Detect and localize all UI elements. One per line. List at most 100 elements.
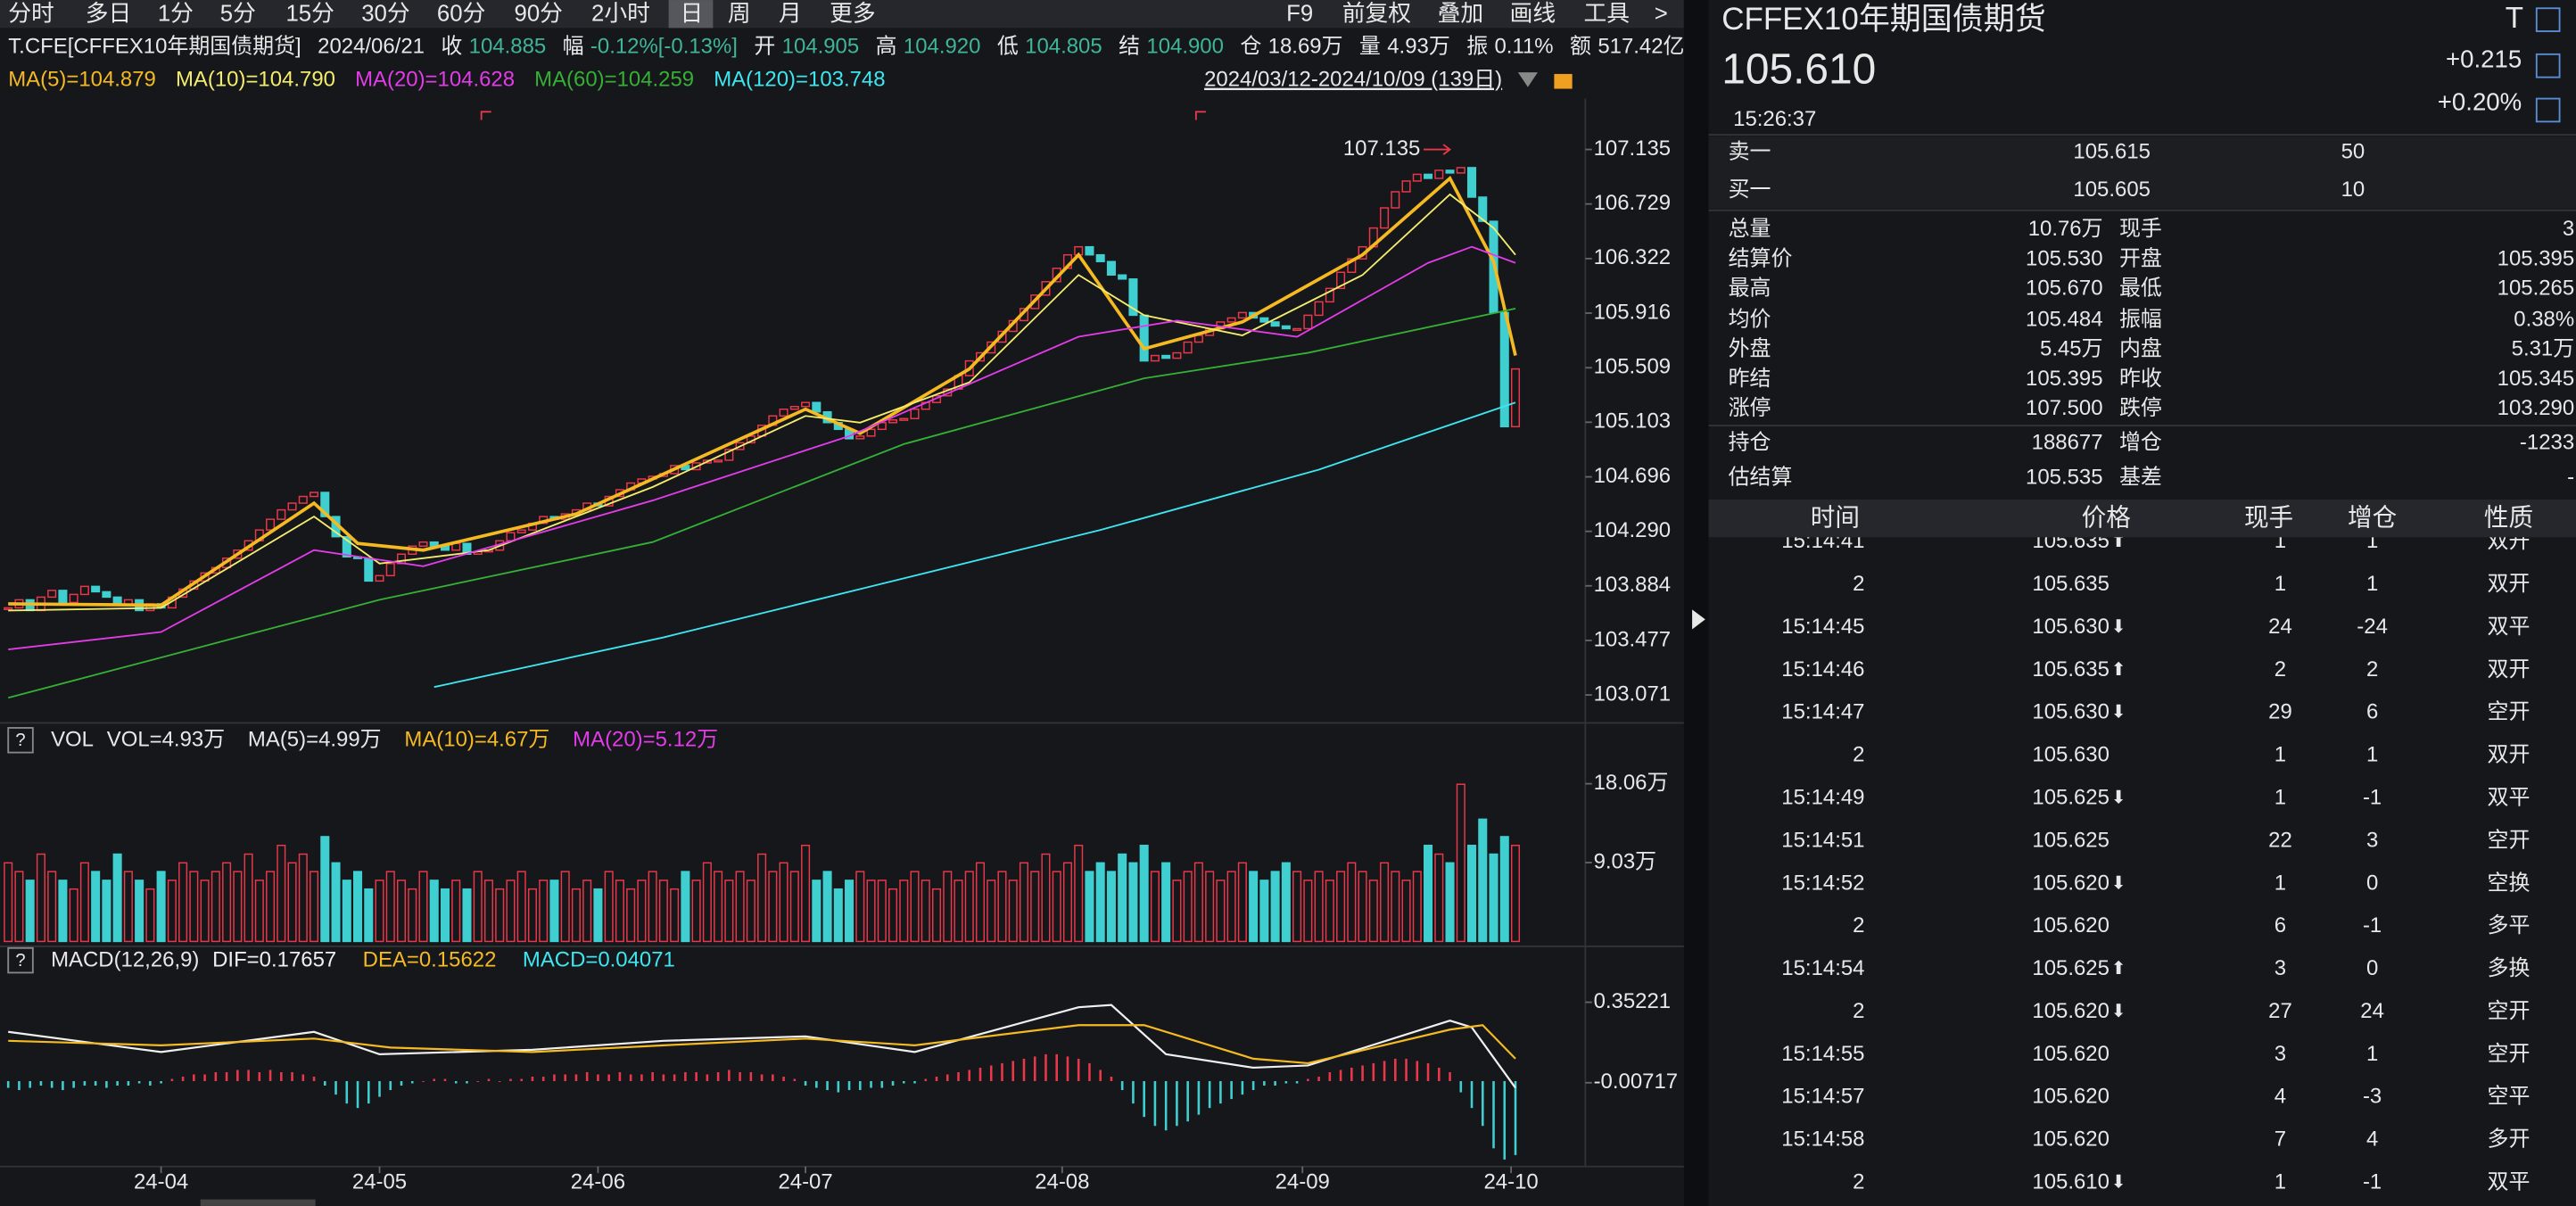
tool-icon[interactable] — [2535, 7, 2561, 32]
macd-bar — [1110, 1076, 1113, 1082]
toolbar-button[interactable]: 周 — [728, 1, 751, 26]
macd-bar — [1011, 1061, 1015, 1082]
volume-bar — [1118, 853, 1127, 943]
trade-time: 15:14:46 — [1781, 657, 1864, 681]
collapse-arrow[interactable] — [1692, 609, 1705, 630]
candle-body — [1270, 321, 1280, 327]
macd-bar — [214, 1071, 218, 1082]
toolbar-button[interactable]: 日 — [681, 1, 704, 26]
volume-bar — [1314, 871, 1324, 943]
toolbar-button[interactable]: 工具 — [1584, 1, 1631, 26]
trade-time: 15:14:51 — [1781, 828, 1864, 852]
macd-bar — [706, 1074, 709, 1082]
candle-body — [69, 593, 78, 604]
help-icon[interactable] — [7, 727, 34, 754]
volume-bar — [123, 871, 133, 943]
x-tick-label: 24-09 — [1276, 1169, 1330, 1194]
macd-bar — [978, 1067, 982, 1082]
volume-bar — [931, 888, 942, 943]
volume-bar — [964, 871, 974, 943]
volume-bar — [79, 862, 89, 943]
volume-bar — [1226, 871, 1236, 943]
candle-body — [1510, 368, 1521, 428]
stat-value: 105.535 — [2026, 465, 2103, 489]
volume-bar — [975, 862, 986, 943]
toolbar-button[interactable]: 2小时 — [591, 0, 650, 26]
volume-bar — [714, 871, 723, 943]
help-icon[interactable] — [7, 946, 34, 974]
candle-body — [516, 529, 526, 533]
trade-rows: 15:14:41 105.635 ⬆ 1 1 双开2 105.635 1 1 双开15:14:45… — [1781, 529, 2530, 1194]
trade-volume: 1 — [2275, 871, 2286, 895]
book-price: 105.605 — [2073, 178, 2151, 202]
trade-price: 105.630 — [2032, 700, 2110, 724]
trade-price: 105.620 — [2032, 1085, 2110, 1109]
volume-bar — [757, 853, 767, 943]
candle-body — [975, 351, 986, 362]
toolbar-button[interactable]: 1分 — [158, 1, 194, 26]
field-value: 18.69万 — [1268, 35, 1343, 59]
volume-bar — [473, 871, 483, 943]
toolbar-button[interactable]: 30分 — [361, 1, 409, 26]
annotation: 107.135 — [1343, 136, 1421, 161]
toolbar-button[interactable]: > — [1655, 1, 1668, 26]
macd-bar — [1186, 1081, 1189, 1122]
macd-bar — [541, 1076, 545, 1082]
y-tick-label: 103.071 — [1594, 681, 1672, 706]
instrument-name: CFFEX10年期国债期货 — [1721, 2, 2046, 37]
macd-bar — [902, 1081, 905, 1084]
tool-icon[interactable] — [2535, 53, 2561, 78]
toolbar-button[interactable]: 5分 — [220, 1, 256, 26]
scrollbar[interactable] — [200, 1199, 316, 1206]
volume-bar — [560, 871, 570, 943]
volume-bar — [91, 871, 101, 943]
order-book-bg — [1708, 136, 2576, 209]
macd-bar — [782, 1076, 785, 1082]
table-header: 性质 — [2484, 503, 2533, 531]
macd-bar — [1077, 1058, 1080, 1082]
help-icon-text[interactable]: ? — [15, 951, 25, 971]
trade-arrow: ⬇ — [2111, 617, 2126, 637]
table-header: 现手 — [2244, 503, 2293, 531]
trade-volume: 1 — [2275, 1169, 2286, 1194]
toolbar-button[interactable]: 90分 — [514, 1, 562, 26]
macd-bar — [1230, 1081, 1233, 1100]
candle-body — [1391, 191, 1400, 209]
ma-line — [8, 193, 1516, 612]
tool-icon[interactable] — [2535, 97, 2561, 123]
volume-bar — [637, 880, 647, 943]
toolbar-button[interactable]: 前复权 — [1342, 0, 1411, 26]
help-icon-text[interactable]: ? — [15, 731, 25, 750]
volume-bar — [254, 880, 264, 943]
toolbar-button[interactable]: F9 — [1286, 1, 1313, 26]
candle-body — [1445, 169, 1455, 174]
legend-entry: MA(20)=5.12万 — [573, 728, 718, 752]
dropdown-icon[interactable] — [1517, 72, 1538, 87]
volume-bar — [1139, 844, 1149, 943]
volume-bar — [14, 871, 24, 943]
stat-value: 105.484 — [2026, 308, 2103, 332]
volume-bar — [462, 888, 472, 943]
volume-bar — [626, 888, 636, 943]
toolbar-button[interactable]: 60分 — [437, 1, 485, 26]
book-price: 105.615 — [2073, 140, 2151, 164]
volume-bar — [735, 871, 745, 943]
toolbar-button[interactable]: 15分 — [285, 1, 334, 26]
last-price: 105.610 — [1721, 46, 1876, 94]
macd-bar — [334, 1081, 337, 1095]
toolbar-button[interactable]: 更多 — [830, 0, 876, 26]
lock-icon[interactable] — [1554, 73, 1573, 89]
macd-bar — [181, 1076, 185, 1082]
toolbar-button[interactable]: 月 — [779, 1, 802, 26]
macd-bar — [137, 1081, 141, 1084]
date-range[interactable]: 2024/03/12-2024/10/09 (139日) — [1204, 68, 1502, 92]
toolbar-button[interactable]: 分时 — [8, 0, 54, 26]
candle-body — [702, 459, 712, 464]
volume-bar — [648, 871, 657, 943]
toolbar-button[interactable]: 画线 — [1510, 0, 1556, 26]
toolbar-button[interactable]: 多日 — [86, 0, 132, 26]
macd-bar — [1470, 1081, 1474, 1109]
stat-label: 估结算 — [1729, 465, 1793, 489]
toolbar-button[interactable]: 叠加 — [1438, 0, 1484, 26]
macd-bar — [466, 1081, 468, 1084]
